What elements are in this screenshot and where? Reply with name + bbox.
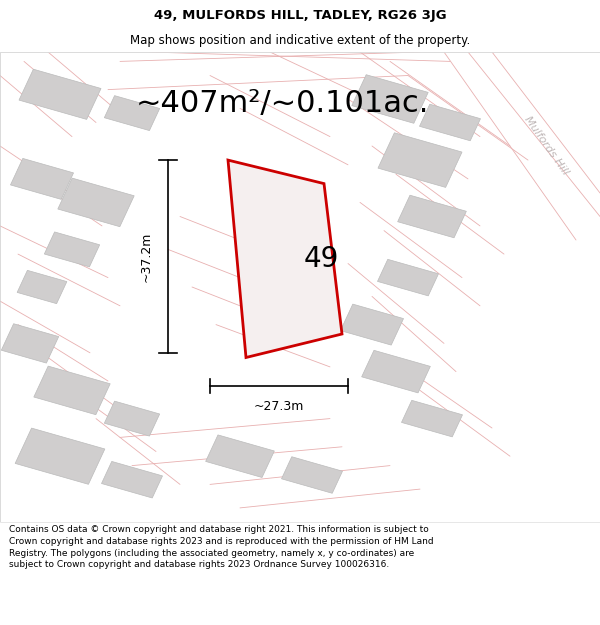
Text: Contains OS data © Crown copyright and database right 2021. This information is : Contains OS data © Crown copyright and d… (9, 525, 434, 569)
Polygon shape (10, 158, 74, 199)
Polygon shape (1, 324, 59, 363)
Polygon shape (101, 461, 163, 498)
Polygon shape (352, 75, 428, 123)
Text: ~27.3m: ~27.3m (254, 401, 304, 413)
Polygon shape (401, 401, 463, 437)
Text: 49: 49 (304, 245, 338, 272)
Polygon shape (281, 457, 343, 493)
Polygon shape (340, 304, 404, 345)
Polygon shape (104, 401, 160, 436)
Polygon shape (15, 428, 105, 484)
Polygon shape (362, 351, 430, 393)
Polygon shape (34, 366, 110, 415)
Polygon shape (206, 435, 274, 478)
Polygon shape (398, 195, 466, 238)
Polygon shape (44, 232, 100, 267)
Text: 49, MULFORDS HILL, TADLEY, RG26 3JG: 49, MULFORDS HILL, TADLEY, RG26 3JG (154, 9, 446, 22)
Text: ~407m²/~0.101ac.: ~407m²/~0.101ac. (136, 89, 428, 118)
Polygon shape (377, 259, 439, 296)
Polygon shape (419, 104, 481, 141)
Text: Mulfords Hill: Mulfords Hill (522, 115, 570, 177)
Polygon shape (19, 69, 101, 119)
Polygon shape (104, 96, 160, 131)
Text: ~37.2m: ~37.2m (140, 231, 153, 282)
Polygon shape (17, 271, 67, 304)
Text: Map shows position and indicative extent of the property.: Map shows position and indicative extent… (130, 34, 470, 47)
Polygon shape (228, 160, 342, 358)
Polygon shape (58, 178, 134, 227)
Polygon shape (378, 132, 462, 188)
